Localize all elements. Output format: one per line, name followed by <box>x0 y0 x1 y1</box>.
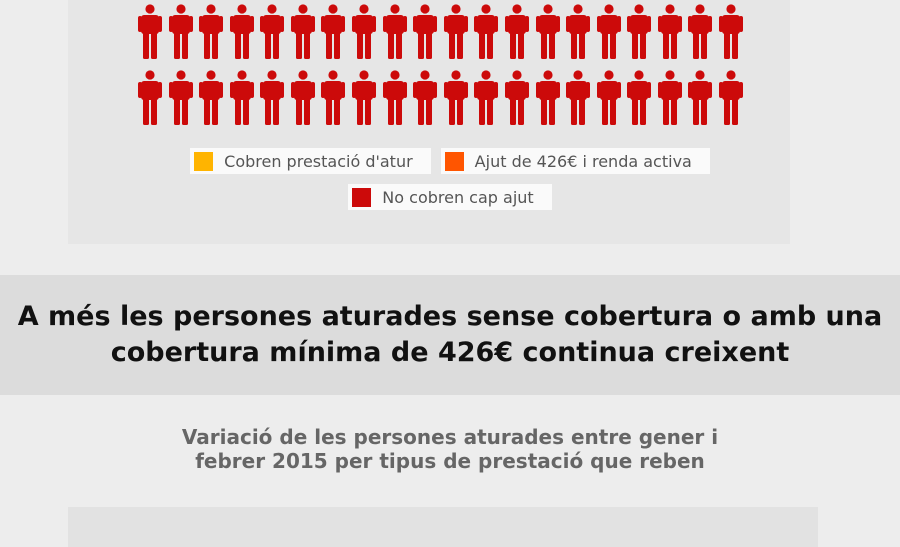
section-subtitle-line-1: Variació de les persones aturades entre … <box>181 425 719 449</box>
legend-row-2: No cobren cap ajut <box>0 184 900 210</box>
person-icon <box>382 4 407 59</box>
legend-label: Cobren prestació d'atur <box>224 151 413 171</box>
person-icon <box>718 4 743 59</box>
person-icon <box>657 4 682 59</box>
headline-text: A més les persones aturades sense cobert… <box>17 301 883 368</box>
person-icon <box>474 70 499 125</box>
person-icon <box>504 70 529 125</box>
legend-item-no-aid: No cobren cap ajut <box>348 184 552 210</box>
person-icon <box>566 70 591 125</box>
person-icon <box>657 70 682 125</box>
person-icon <box>321 4 346 59</box>
person-icon <box>138 4 162 59</box>
pictogram-row <box>138 4 743 60</box>
person-icon <box>352 70 377 125</box>
person-icon <box>688 4 713 59</box>
legend-row-1: Cobren prestació d'atur Ajut de 426€ i r… <box>0 148 900 174</box>
legend-swatch-unemployment-benefit <box>194 151 214 171</box>
person-icon <box>382 70 407 125</box>
person-icon <box>535 4 560 59</box>
person-icon <box>199 4 224 59</box>
person-icon <box>596 70 621 125</box>
person-icon <box>504 4 529 59</box>
headline-banner: A més les persones aturades sense cobert… <box>0 275 900 395</box>
person-icon <box>138 70 162 125</box>
section-subtitle: Variació de les persones aturades entre … <box>0 425 900 473</box>
person-icon <box>627 70 652 125</box>
person-icon <box>229 4 254 59</box>
person-icon <box>260 4 285 59</box>
pictogram-row <box>138 70 743 126</box>
legend-label: Ajut de 426€ i renda activa <box>474 151 692 171</box>
person-icon <box>321 70 346 125</box>
person-icon <box>443 4 468 59</box>
legend-swatch-no-aid <box>352 187 372 207</box>
person-icon <box>168 70 193 125</box>
legend-label: No cobren cap ajut <box>382 187 534 207</box>
chart-panel <box>68 507 818 547</box>
section-subtitle-line-2: febrer 2015 per tipus de prestació que r… <box>195 449 705 473</box>
person-icon <box>718 70 743 125</box>
person-icon <box>290 70 315 125</box>
person-icon <box>260 70 285 125</box>
person-icon <box>443 70 468 125</box>
person-icon <box>168 4 193 59</box>
person-icon <box>290 4 315 59</box>
person-icon <box>688 70 713 125</box>
person-icon <box>352 4 377 59</box>
person-icon <box>229 70 254 125</box>
person-icon <box>596 4 621 59</box>
legend-item-unemployment-benefit: Cobren prestació d'atur <box>190 148 431 174</box>
pictogram-grid <box>138 4 743 136</box>
person-icon <box>199 70 224 125</box>
person-icon <box>413 4 438 59</box>
person-icon <box>474 4 499 59</box>
person-icon <box>627 4 652 59</box>
person-icon <box>535 70 560 125</box>
legend-swatch-aid-426 <box>444 151 464 171</box>
person-icon <box>566 4 591 59</box>
person-icon <box>413 70 438 125</box>
legend-item-aid-426: Ajut de 426€ i renda activa <box>440 148 710 174</box>
